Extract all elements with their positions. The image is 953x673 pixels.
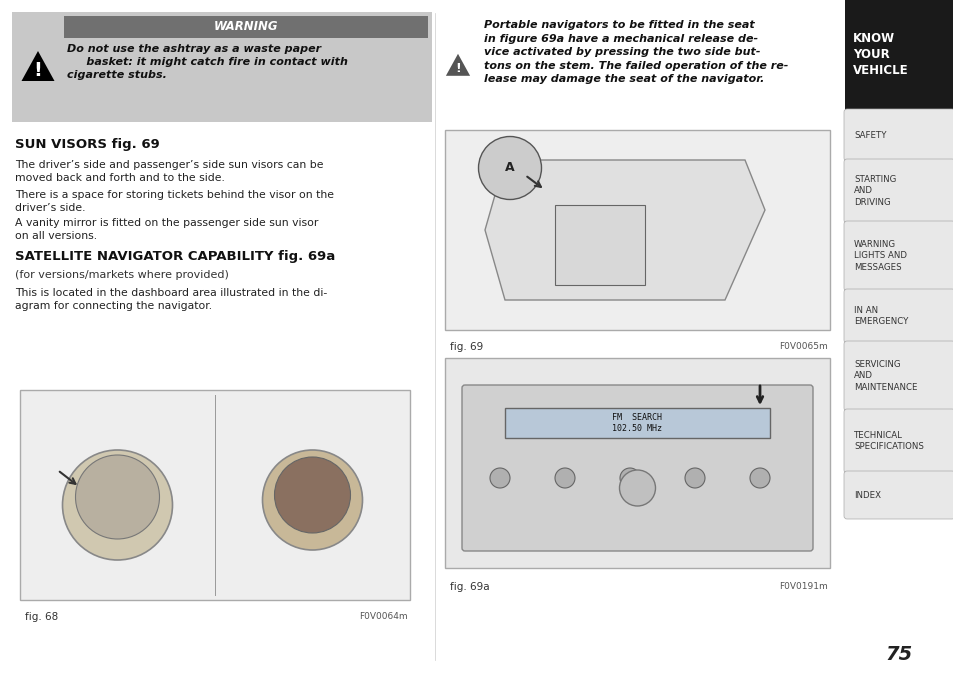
- Text: STARTING
AND
DRIVING: STARTING AND DRIVING: [853, 176, 896, 207]
- Circle shape: [618, 470, 655, 506]
- Text: SERVICING
AND
MAINTENANCE: SERVICING AND MAINTENANCE: [853, 361, 917, 392]
- Text: IN AN
EMERGENCY: IN AN EMERGENCY: [853, 306, 907, 326]
- FancyBboxPatch shape: [843, 289, 953, 343]
- Text: !: !: [455, 63, 460, 75]
- Circle shape: [555, 468, 575, 488]
- Text: Do not use the ashtray as a waste paper
     basket: it might catch fire in cont: Do not use the ashtray as a waste paper …: [67, 44, 348, 80]
- Polygon shape: [484, 160, 764, 300]
- Circle shape: [274, 457, 350, 533]
- Text: F0V0191m: F0V0191m: [779, 582, 827, 591]
- Circle shape: [490, 468, 510, 488]
- Polygon shape: [555, 205, 644, 285]
- Text: (for versions/markets where provided): (for versions/markets where provided): [15, 270, 229, 280]
- FancyBboxPatch shape: [843, 221, 953, 291]
- Text: This is located in the dashboard area illustrated in the di-
agram for connectin: This is located in the dashboard area il…: [15, 288, 327, 311]
- FancyBboxPatch shape: [444, 130, 829, 330]
- FancyBboxPatch shape: [844, 0, 953, 110]
- FancyBboxPatch shape: [843, 159, 953, 223]
- Text: fig. 69: fig. 69: [450, 342, 483, 352]
- Text: A: A: [505, 162, 515, 174]
- Text: WARNING
LIGHTS AND
MESSAGES: WARNING LIGHTS AND MESSAGES: [853, 240, 906, 272]
- Text: TECHNICAL
SPECIFICATIONS: TECHNICAL SPECIFICATIONS: [853, 431, 923, 451]
- FancyBboxPatch shape: [461, 385, 812, 551]
- Text: 75: 75: [885, 645, 912, 664]
- Circle shape: [75, 455, 159, 539]
- FancyBboxPatch shape: [64, 16, 428, 38]
- Circle shape: [619, 468, 639, 488]
- Text: There is a space for storing tickets behind the visor on the
driver’s side.: There is a space for storing tickets beh…: [15, 190, 334, 213]
- Text: !: !: [33, 61, 42, 81]
- FancyBboxPatch shape: [843, 341, 953, 411]
- FancyBboxPatch shape: [843, 109, 953, 161]
- Text: SUN VISORS fig. 69: SUN VISORS fig. 69: [15, 138, 159, 151]
- Circle shape: [749, 468, 769, 488]
- FancyBboxPatch shape: [843, 471, 953, 519]
- Polygon shape: [22, 51, 54, 81]
- Polygon shape: [445, 54, 470, 76]
- FancyBboxPatch shape: [12, 12, 432, 122]
- FancyBboxPatch shape: [444, 358, 829, 568]
- FancyBboxPatch shape: [504, 408, 769, 438]
- Text: Portable navigators to be fitted in the seat
in figure 69a have a mechanical rel: Portable navigators to be fitted in the …: [483, 20, 787, 84]
- FancyBboxPatch shape: [843, 409, 953, 473]
- Circle shape: [63, 450, 172, 560]
- Text: SAFETY: SAFETY: [853, 131, 885, 139]
- Circle shape: [684, 468, 704, 488]
- Text: A vanity mirror is fitted on the passenger side sun visor
on all versions.: A vanity mirror is fitted on the passeng…: [15, 218, 318, 241]
- Text: FM  SEARCH
102.50 MHz: FM SEARCH 102.50 MHz: [612, 413, 661, 433]
- Text: INDEX: INDEX: [853, 491, 880, 499]
- Text: SATELLITE NAVIGATOR CAPABILITY fig. 69a: SATELLITE NAVIGATOR CAPABILITY fig. 69a: [15, 250, 335, 263]
- Text: WARNING: WARNING: [213, 20, 278, 34]
- Text: fig. 68: fig. 68: [25, 612, 58, 622]
- Circle shape: [262, 450, 362, 550]
- Text: KNOW
YOUR
VEHICLE: KNOW YOUR VEHICLE: [852, 32, 907, 77]
- Text: F0V0065m: F0V0065m: [779, 342, 827, 351]
- FancyBboxPatch shape: [20, 390, 410, 600]
- Text: The driver’s side and passenger’s side sun visors can be
moved back and forth an: The driver’s side and passenger’s side s…: [15, 160, 323, 183]
- Text: F0V0064m: F0V0064m: [359, 612, 408, 621]
- Text: fig. 69a: fig. 69a: [450, 582, 489, 592]
